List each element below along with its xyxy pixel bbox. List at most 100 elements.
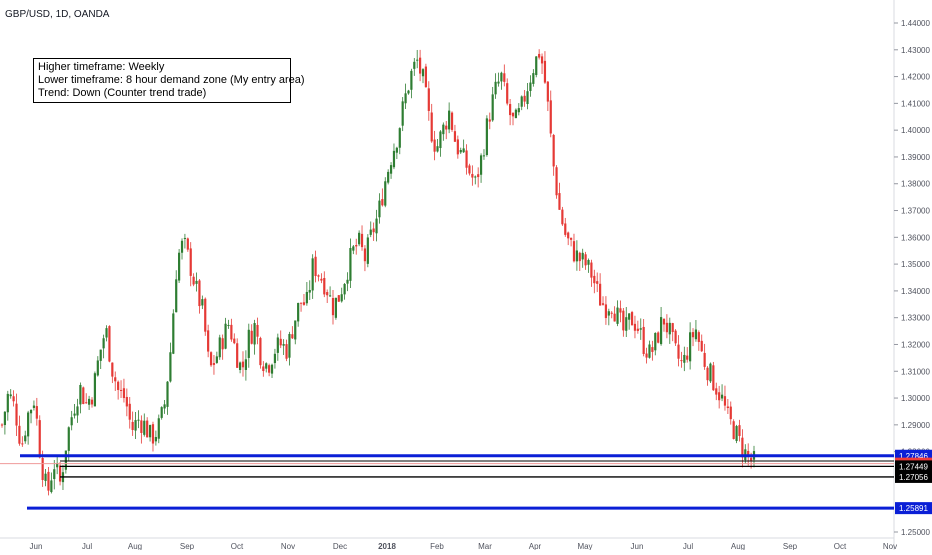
candle-body xyxy=(407,90,410,94)
candle-body xyxy=(616,307,619,324)
candle-body xyxy=(128,403,131,420)
x-tick-label: Jul xyxy=(82,542,92,550)
candle-body xyxy=(671,323,674,333)
candle-body xyxy=(311,258,314,291)
candle-body xyxy=(741,437,744,458)
candle-body xyxy=(178,252,181,281)
candle-body xyxy=(416,59,419,61)
level-label-bg xyxy=(895,470,932,483)
candle-body xyxy=(569,237,573,240)
candle-body xyxy=(41,457,44,480)
candle-body xyxy=(691,332,695,338)
candle-body xyxy=(328,295,332,297)
candle-body xyxy=(154,437,157,442)
candle-body xyxy=(401,101,404,126)
candle-body xyxy=(604,304,608,319)
candle-body xyxy=(238,362,242,370)
candle-body xyxy=(720,394,724,399)
candle-body xyxy=(593,275,596,284)
x-tick-label: Sep xyxy=(180,542,195,550)
y-tick-label: 1.38000 xyxy=(901,180,930,189)
candle-body xyxy=(657,332,660,343)
candle-body xyxy=(151,424,155,444)
candle-body xyxy=(233,338,236,344)
candle-body xyxy=(694,329,698,340)
candle-body xyxy=(514,109,518,119)
candle-body xyxy=(363,248,367,262)
annotation-line-lower-timeframe: Lower timeframe: 8 hour demand zone (My … xyxy=(38,74,305,86)
candle-body xyxy=(215,356,218,363)
candle-body xyxy=(651,347,654,352)
candle-body xyxy=(642,326,645,354)
candle-body xyxy=(488,119,491,122)
y-tick-label: 1.35000 xyxy=(901,260,930,269)
x-tick-label: Aug xyxy=(128,542,142,550)
y-tick-label: 1.29000 xyxy=(901,421,930,430)
level-label-1.27846: 1.27846 xyxy=(899,452,928,461)
candle-body xyxy=(355,245,358,247)
candle-body xyxy=(712,365,715,391)
candle-body xyxy=(729,406,732,420)
candle-body xyxy=(114,377,117,382)
candle-body xyxy=(703,352,706,367)
candle-body xyxy=(256,324,259,337)
candle-body xyxy=(599,283,602,306)
x-tick-label: Dec xyxy=(333,542,347,550)
candle-body xyxy=(630,312,634,326)
candle-body xyxy=(677,344,680,359)
candle-body xyxy=(372,228,375,233)
candle-body xyxy=(285,344,288,359)
candle-body xyxy=(6,393,9,413)
candle-body xyxy=(680,360,683,362)
candle-body xyxy=(700,340,703,352)
x-tick-label: Oct xyxy=(231,542,244,550)
candle-body xyxy=(503,73,506,82)
candle-body xyxy=(224,323,227,349)
candle-body xyxy=(47,471,50,491)
candle-body xyxy=(552,134,555,167)
candle-body xyxy=(378,200,381,218)
candle-body xyxy=(227,324,230,326)
candle-body xyxy=(96,360,99,376)
candle-body xyxy=(749,457,753,461)
x-tick-label: Jul xyxy=(683,542,693,550)
candle-body xyxy=(645,353,648,358)
x-tick-label: Aug xyxy=(731,542,745,550)
candle-body xyxy=(314,256,317,277)
candle-body xyxy=(320,278,323,281)
candle-body xyxy=(360,233,364,248)
candle-body xyxy=(169,352,172,382)
candle-body xyxy=(561,209,564,225)
level-label-1.27056: 1.27056 xyxy=(899,473,928,482)
candle-body xyxy=(99,349,102,361)
candle-body xyxy=(442,124,445,135)
candle-body xyxy=(485,118,488,156)
x-tick-label: Apr xyxy=(529,542,542,550)
candle-body xyxy=(564,223,567,235)
candle-body xyxy=(244,359,247,370)
level-label-1.27449: 1.27449 xyxy=(899,462,928,471)
candle-body xyxy=(326,292,329,296)
candle-body xyxy=(265,363,268,369)
candle-body xyxy=(291,334,294,339)
candle-body xyxy=(93,373,97,407)
candle-body xyxy=(270,364,274,374)
candle-body xyxy=(404,93,407,104)
candle-body xyxy=(726,406,729,409)
x-tick-label: Mar xyxy=(478,542,492,550)
candle-body xyxy=(337,295,340,302)
candle-body xyxy=(64,450,67,470)
y-tick-label: 1.40000 xyxy=(901,126,930,135)
candle-body xyxy=(389,165,393,174)
candle-body xyxy=(79,384,82,405)
candle-body xyxy=(148,425,152,438)
candle-body xyxy=(648,344,651,358)
candle-body xyxy=(209,352,213,366)
y-tick-label: 1.36000 xyxy=(901,233,930,242)
candle-body xyxy=(218,337,221,358)
candle-body xyxy=(157,418,160,439)
candle-body xyxy=(70,417,73,426)
candle-body xyxy=(299,302,303,304)
candle-body xyxy=(334,297,337,318)
